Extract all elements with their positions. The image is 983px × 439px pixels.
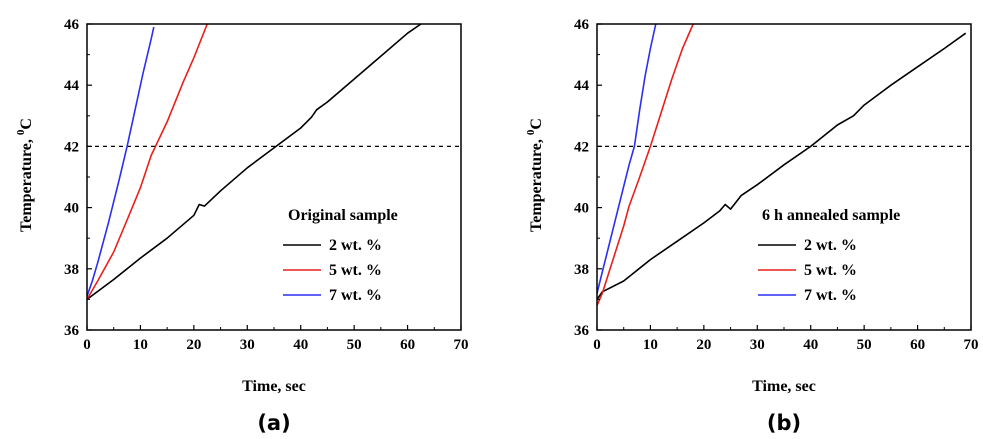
y-tick-label-a-0: 36 — [64, 323, 80, 339]
x-tick-label-b-0: 0 — [593, 337, 601, 353]
x-axis-title-a: Time, sec — [242, 378, 306, 395]
y-tick-label-b-2: 40 — [574, 201, 589, 217]
x-axis-title-b: Time, sec — [752, 378, 816, 395]
y-tick-label-a-3: 42 — [64, 139, 79, 155]
y-tick-label-b-4: 44 — [574, 78, 590, 94]
series-line-b-1 — [596, 32, 967, 300]
x-tick-label-a-5: 50 — [347, 337, 362, 353]
legend-title-b: 6 h annealed sample — [762, 207, 900, 224]
x-tick-label-b-3: 30 — [750, 337, 765, 353]
y-tick-label-a-2: 40 — [64, 201, 79, 217]
legend-label-b-3: 7 wt. % — [804, 287, 857, 304]
x-tick-label-a-0: 0 — [83, 337, 91, 353]
legend-label-a-2: 5 wt. % — [329, 262, 382, 279]
x-tick-label-a-1: 10 — [133, 337, 148, 353]
series-line-b-3 — [596, 23, 657, 294]
x-tick-label-b-5: 50 — [857, 337, 872, 353]
y-tick-label-b-1: 38 — [574, 262, 589, 278]
chart-panel-a: Temperature, 0C Time, sec (a) Original s… — [15, 17, 469, 435]
panel-label-b: (b) — [767, 411, 801, 435]
x-tick-label-b-6: 60 — [910, 337, 925, 353]
legend-label-a-1: 2 wt. % — [329, 237, 382, 254]
x-tick-label-a-2: 20 — [186, 337, 201, 353]
series-line-a-3 — [86, 26, 155, 297]
x-tick-label-a-4: 40 — [293, 337, 308, 353]
plot-frame-b — [596, 23, 972, 331]
x-tick-label-b-4: 40 — [803, 337, 818, 353]
x-tick-label-b-7: 70 — [964, 337, 979, 353]
y-tick-label-a-1: 38 — [64, 262, 79, 278]
x-tick-label-a-6: 60 — [400, 337, 415, 353]
chart-panel-b: Temperature, 0C Time, sec (b) 6 h anneal… — [525, 17, 979, 435]
series-line-a-1 — [86, 23, 422, 301]
x-tick-label-a-7: 70 — [454, 337, 469, 353]
legend-label-b-2: 5 wt. % — [804, 262, 857, 279]
y-axis-title-b: Temperature, 0C — [525, 118, 545, 232]
x-tick-label-b-1: 10 — [643, 337, 658, 353]
y-tick-label-a-5: 46 — [64, 17, 80, 33]
y-tick-label-b-5: 46 — [574, 17, 590, 33]
series-line-b-2 — [596, 23, 694, 306]
x-tick-label-b-2: 20 — [696, 337, 711, 353]
legend-label-a-3: 7 wt. % — [329, 287, 382, 304]
x-tick-label-a-3: 30 — [240, 337, 255, 353]
panel-label-a: (a) — [257, 411, 290, 435]
legend-label-b-1: 2 wt. % — [804, 237, 857, 254]
legend-title-a: Original sample — [288, 207, 398, 224]
series-line-a-2 — [86, 23, 208, 300]
y-tick-label-b-0: 36 — [574, 323, 590, 339]
y-tick-label-b-3: 42 — [574, 139, 589, 155]
y-tick-label-a-4: 44 — [64, 78, 80, 94]
y-axis-title-a: Temperature, 0C — [15, 118, 35, 232]
